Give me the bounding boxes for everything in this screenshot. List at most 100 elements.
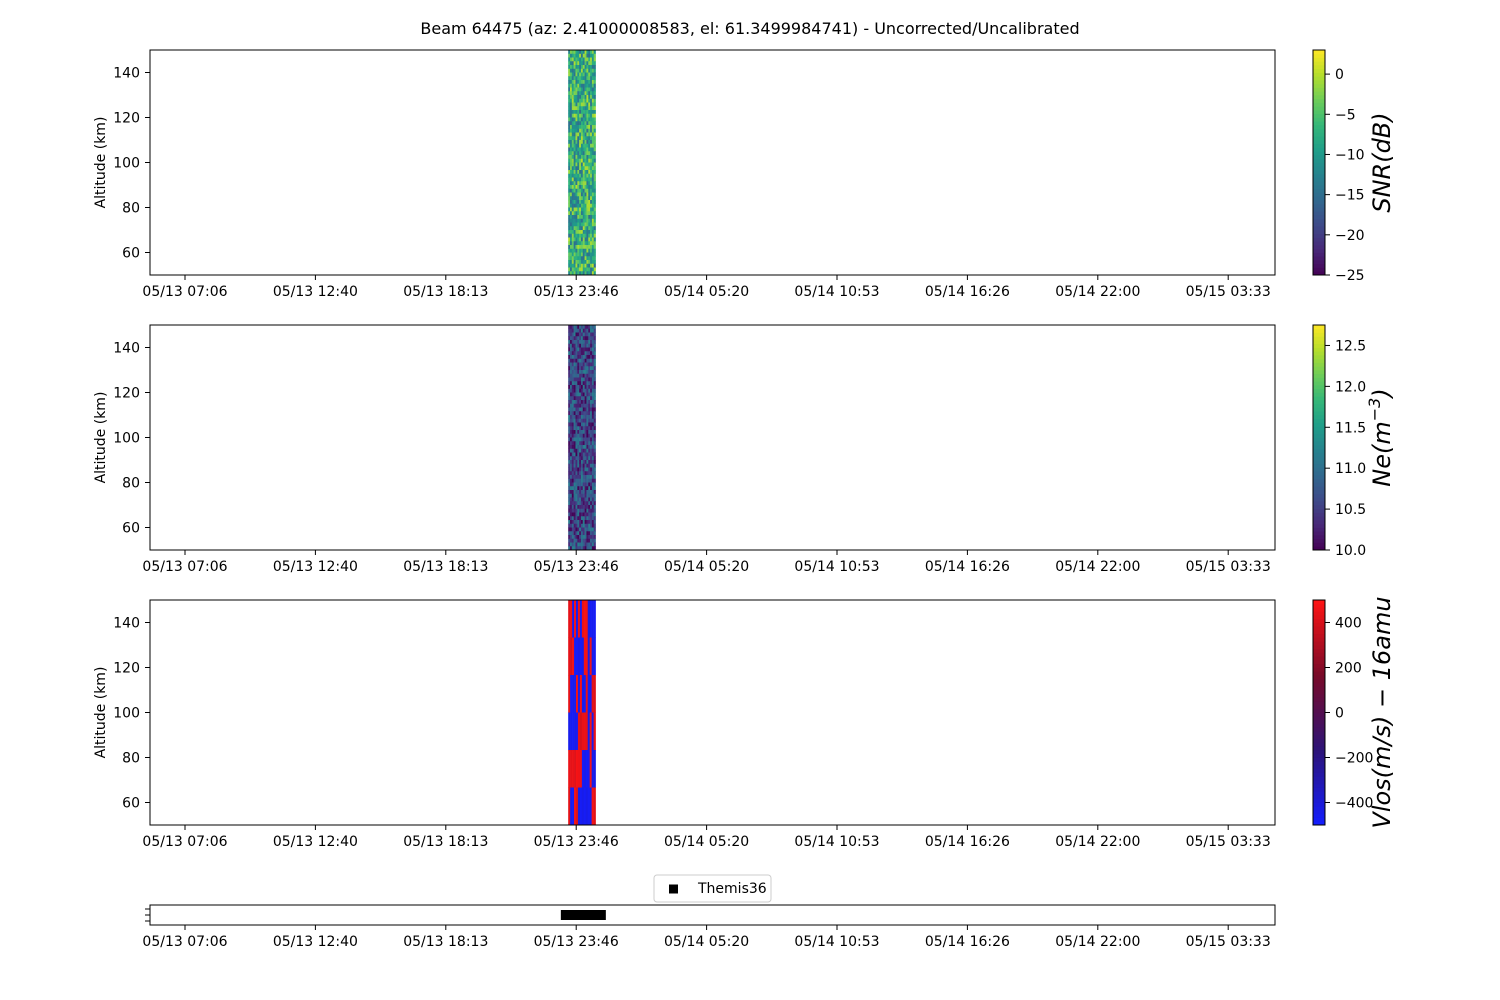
heatmap-cell bbox=[582, 531, 585, 536]
colorbar-segment bbox=[1313, 143, 1325, 148]
heatmap-cell bbox=[593, 170, 596, 175]
colorbar-tick-label: −10 bbox=[1335, 147, 1365, 163]
heatmap-cell bbox=[580, 355, 584, 360]
heatmap-cell bbox=[575, 91, 578, 96]
heatmap-cell bbox=[588, 516, 591, 521]
heatmap-cell bbox=[593, 366, 596, 371]
heatmap-cell bbox=[579, 542, 582, 547]
heatmap-cell bbox=[591, 200, 595, 205]
heatmap-cell bbox=[590, 373, 593, 378]
heatmap-cell bbox=[580, 91, 584, 96]
heatmap-cell bbox=[588, 57, 591, 62]
heatmap-cell bbox=[571, 147, 574, 152]
colorbar-segment bbox=[1313, 388, 1325, 393]
heatmap-cell bbox=[584, 445, 587, 450]
heatmap-cell bbox=[586, 347, 589, 352]
heatmap-cell bbox=[573, 456, 576, 461]
heatmap-cell bbox=[588, 411, 591, 416]
heatmap-cell bbox=[590, 358, 593, 363]
heatmap-cell bbox=[586, 381, 589, 386]
heatmap-cell bbox=[590, 426, 593, 431]
heatmap-cell bbox=[570, 196, 573, 201]
heatmap-cell bbox=[591, 110, 595, 115]
heatmap-cell bbox=[571, 263, 574, 268]
heatmap-cell bbox=[571, 351, 574, 356]
heatmap-cell bbox=[579, 245, 582, 250]
heatmap-cell bbox=[582, 211, 585, 216]
heatmap-cell bbox=[575, 241, 578, 246]
heatmap-cell bbox=[590, 546, 593, 551]
heatmap-cell bbox=[588, 456, 591, 461]
heatmap-cell bbox=[572, 787, 575, 826]
heatmap-cell bbox=[593, 437, 596, 442]
heatmap-cell bbox=[579, 87, 582, 92]
heatmap-cell bbox=[573, 121, 576, 126]
heatmap-cell bbox=[579, 512, 582, 517]
heatmap-cell bbox=[584, 460, 587, 465]
heatmap-cell bbox=[579, 445, 582, 450]
heatmap-cell bbox=[575, 336, 578, 341]
heatmap-cell bbox=[573, 370, 576, 375]
heatmap-cell bbox=[582, 441, 585, 446]
heatmap-cell bbox=[570, 478, 573, 483]
heatmap-cell bbox=[568, 358, 571, 363]
heatmap-cell bbox=[590, 136, 593, 141]
heatmap-cell bbox=[575, 233, 578, 238]
heatmap-cell bbox=[580, 83, 584, 88]
heatmap-cell bbox=[571, 151, 574, 156]
heatmap-cell bbox=[591, 113, 595, 118]
heatmap-cell bbox=[571, 531, 574, 536]
heatmap-cell bbox=[568, 215, 571, 220]
heatmap-cell bbox=[568, 411, 571, 416]
colorbar-segment bbox=[1313, 241, 1325, 246]
colorbar-segment bbox=[1313, 441, 1325, 446]
heatmap-cell bbox=[588, 226, 591, 231]
heatmap-cell bbox=[580, 512, 584, 517]
colorbar-tick-label: 12.5 bbox=[1335, 338, 1366, 354]
heatmap-cell bbox=[580, 388, 584, 393]
heatmap-cell bbox=[570, 403, 573, 408]
heatmap-cell bbox=[577, 433, 580, 438]
heatmap-cell bbox=[591, 233, 595, 238]
heatmap-cell bbox=[568, 263, 571, 268]
colorbar-segment bbox=[1313, 263, 1325, 268]
heatmap-cell bbox=[582, 467, 585, 472]
heatmap-cell bbox=[588, 50, 591, 55]
heatmap-cell bbox=[591, 750, 594, 788]
heatmap-cell bbox=[580, 535, 584, 540]
heatmap-cell bbox=[591, 392, 595, 397]
colorbar-segment bbox=[1313, 746, 1325, 751]
colorbar-segment bbox=[1313, 362, 1325, 367]
colorbar-tick-label: 10.0 bbox=[1335, 543, 1366, 559]
heatmap-cell bbox=[575, 222, 578, 227]
heatmap-cell bbox=[568, 256, 571, 261]
heatmap-cell bbox=[571, 373, 574, 378]
heatmap-cell bbox=[577, 177, 580, 182]
heatmap-cell bbox=[571, 512, 574, 517]
heatmap-cell bbox=[573, 501, 576, 506]
heatmap-cell bbox=[577, 508, 580, 513]
heatmap-cell bbox=[588, 211, 591, 216]
heatmap-cell bbox=[584, 538, 587, 543]
heatmap-cell bbox=[586, 542, 589, 547]
heatmap-cell bbox=[575, 188, 578, 193]
heatmap-cell bbox=[579, 218, 582, 223]
heatmap-cell bbox=[570, 50, 573, 55]
heatmap-cell bbox=[591, 181, 595, 186]
heatmap-cell bbox=[584, 76, 587, 81]
heatmap-cell bbox=[570, 381, 573, 386]
heatmap-cell bbox=[571, 535, 574, 540]
colorbar-segment bbox=[1313, 256, 1325, 261]
heatmap-cell bbox=[584, 155, 587, 160]
colorbar-segment bbox=[1313, 332, 1325, 337]
heatmap-cell bbox=[575, 113, 578, 118]
colorbar-segment bbox=[1313, 505, 1325, 510]
colorbar-segment bbox=[1313, 185, 1325, 190]
heatmap-cell bbox=[570, 523, 573, 528]
heatmap-cell bbox=[571, 192, 574, 197]
heatmap-cell bbox=[568, 475, 571, 480]
colorbar-tick-label: −15 bbox=[1335, 188, 1365, 204]
heatmap-cell bbox=[590, 196, 593, 201]
heatmap-cell bbox=[579, 452, 582, 457]
